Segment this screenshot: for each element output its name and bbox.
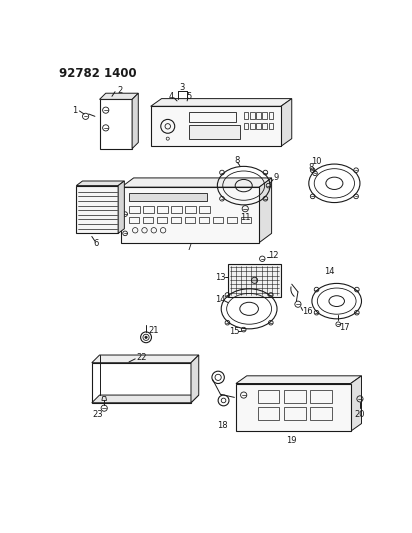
Polygon shape [92,355,199,363]
Polygon shape [121,178,272,187]
Bar [199,217,209,223]
Bar [157,206,168,213]
Bar [269,123,273,130]
Text: 2: 2 [117,86,122,95]
Bar [129,217,139,223]
Text: 18: 18 [217,422,227,430]
Bar [185,206,196,213]
Text: 1: 1 [72,106,77,115]
Bar [244,112,248,119]
Bar [129,206,140,213]
Bar [190,125,240,139]
Text: 6: 6 [94,239,99,248]
Bar [76,185,118,233]
Polygon shape [92,395,199,403]
Bar [236,384,351,431]
Bar [269,112,273,119]
Bar [171,217,181,223]
Text: 14: 14 [324,268,334,276]
Text: 12: 12 [268,251,279,260]
Bar [262,123,267,130]
Text: 22: 22 [136,353,147,362]
Text: 16: 16 [302,308,313,317]
Bar [157,217,167,223]
Bar [256,123,261,130]
Bar [129,193,206,201]
Bar [199,206,210,213]
Bar [143,206,154,213]
Polygon shape [191,355,199,403]
Bar [213,217,223,223]
Text: 7: 7 [187,243,192,252]
Bar [121,187,259,243]
Text: 5: 5 [187,92,192,101]
Text: 4: 4 [169,92,174,101]
Text: 17: 17 [339,323,350,332]
Bar [244,123,248,130]
Bar [228,264,281,296]
Text: 15: 15 [229,327,240,336]
Bar [151,106,281,147]
Polygon shape [100,93,138,99]
Polygon shape [281,99,292,147]
Text: 8: 8 [309,163,314,172]
Bar [262,112,267,119]
Ellipse shape [251,277,258,284]
Bar [143,217,153,223]
Text: 3: 3 [180,83,185,92]
Bar [258,390,279,403]
Text: 11: 11 [240,213,250,222]
Text: 13: 13 [215,273,226,282]
Polygon shape [76,181,124,185]
Text: 21: 21 [149,326,159,335]
Text: 9: 9 [274,173,279,182]
Bar [284,390,306,403]
Ellipse shape [145,336,147,338]
Bar [190,112,236,122]
Bar [241,217,250,223]
Text: 20: 20 [355,410,365,419]
Text: 8: 8 [235,157,240,165]
Bar [258,407,279,419]
Polygon shape [118,181,124,233]
Polygon shape [151,99,292,106]
Polygon shape [236,376,361,384]
Text: 19: 19 [286,436,297,445]
Bar [284,407,306,419]
Bar [185,217,195,223]
Bar [171,206,182,213]
Text: 10: 10 [311,157,322,166]
Polygon shape [351,376,361,431]
Text: 23: 23 [93,410,103,419]
Polygon shape [132,93,138,149]
Bar [92,363,191,403]
Bar [310,390,332,403]
Bar [250,123,255,130]
Bar [256,112,261,119]
Bar [310,407,332,419]
Polygon shape [259,178,272,243]
Bar [227,217,237,223]
Text: 92782 1400: 92782 1400 [59,67,137,80]
Bar [100,99,132,149]
Text: 14: 14 [215,295,226,304]
Bar [250,112,255,119]
